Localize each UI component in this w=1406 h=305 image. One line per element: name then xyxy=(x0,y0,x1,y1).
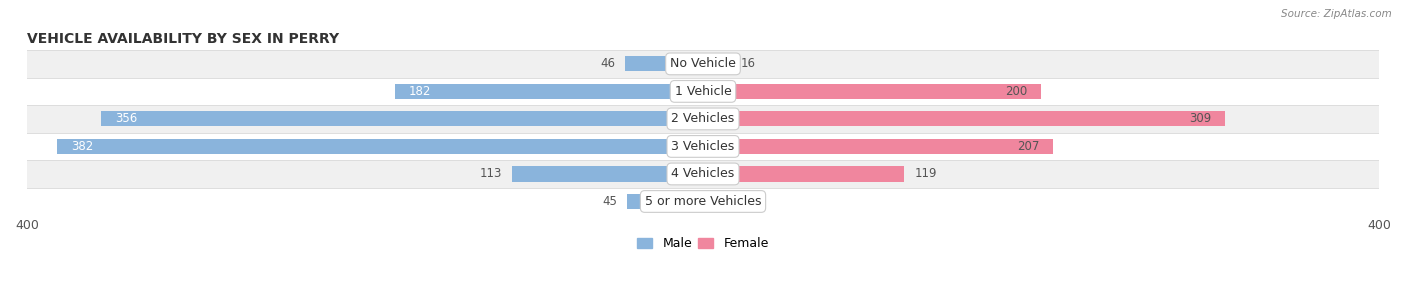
Legend: Male, Female: Male, Female xyxy=(633,232,773,255)
Text: VEHICLE AVAILABILITY BY SEX IN PERRY: VEHICLE AVAILABILITY BY SEX IN PERRY xyxy=(27,32,339,46)
Text: 5 or more Vehicles: 5 or more Vehicles xyxy=(645,195,761,208)
Text: No Vehicle: No Vehicle xyxy=(671,57,735,70)
Text: 182: 182 xyxy=(409,85,432,98)
Bar xyxy=(27,133,1379,160)
Text: 382: 382 xyxy=(70,140,93,153)
Text: 200: 200 xyxy=(1005,85,1028,98)
Bar xyxy=(703,111,1225,127)
Bar xyxy=(703,84,1040,99)
Text: 309: 309 xyxy=(1189,113,1212,125)
Bar xyxy=(703,56,730,71)
Bar xyxy=(27,188,1379,215)
Bar xyxy=(58,139,703,154)
Text: 45: 45 xyxy=(602,195,617,208)
Bar xyxy=(703,194,738,209)
Text: 119: 119 xyxy=(914,167,936,181)
Bar xyxy=(395,84,703,99)
Bar xyxy=(27,160,1379,188)
Bar xyxy=(101,111,703,127)
Text: 16: 16 xyxy=(740,57,755,70)
Bar xyxy=(703,167,904,181)
Bar xyxy=(703,139,1053,154)
Bar xyxy=(27,78,1379,105)
Text: 2 Vehicles: 2 Vehicles xyxy=(672,113,734,125)
Text: 4 Vehicles: 4 Vehicles xyxy=(672,167,734,181)
Bar xyxy=(27,105,1379,133)
Text: Source: ZipAtlas.com: Source: ZipAtlas.com xyxy=(1281,9,1392,19)
Text: 1 Vehicle: 1 Vehicle xyxy=(675,85,731,98)
Bar xyxy=(627,194,703,209)
Text: 207: 207 xyxy=(1017,140,1039,153)
Text: 21: 21 xyxy=(748,195,763,208)
Text: 46: 46 xyxy=(600,57,614,70)
Text: 113: 113 xyxy=(479,167,502,181)
Text: 356: 356 xyxy=(115,113,136,125)
Bar xyxy=(27,50,1379,78)
Bar xyxy=(626,56,703,71)
Bar xyxy=(512,167,703,181)
Text: 3 Vehicles: 3 Vehicles xyxy=(672,140,734,153)
